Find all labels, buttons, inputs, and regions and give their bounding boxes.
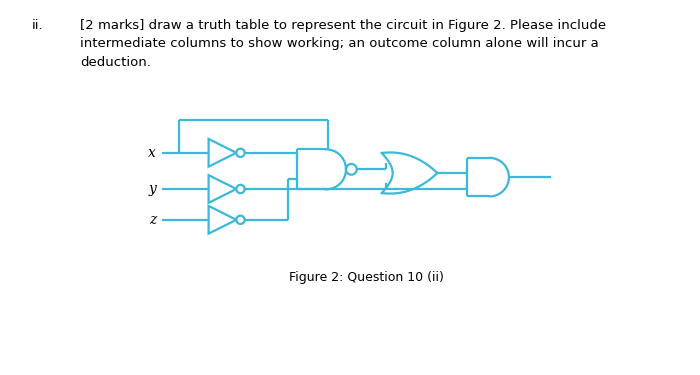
Text: x: x	[148, 146, 156, 160]
Text: y: y	[148, 182, 156, 196]
Text: Figure 2: Question 10 (ii): Figure 2: Question 10 (ii)	[290, 271, 444, 284]
Text: ii.: ii.	[32, 19, 43, 32]
Text: z: z	[149, 213, 156, 227]
Text: [2 marks] draw a truth table to represent the circuit in Figure 2. Please includ: [2 marks] draw a truth table to represen…	[80, 19, 607, 69]
